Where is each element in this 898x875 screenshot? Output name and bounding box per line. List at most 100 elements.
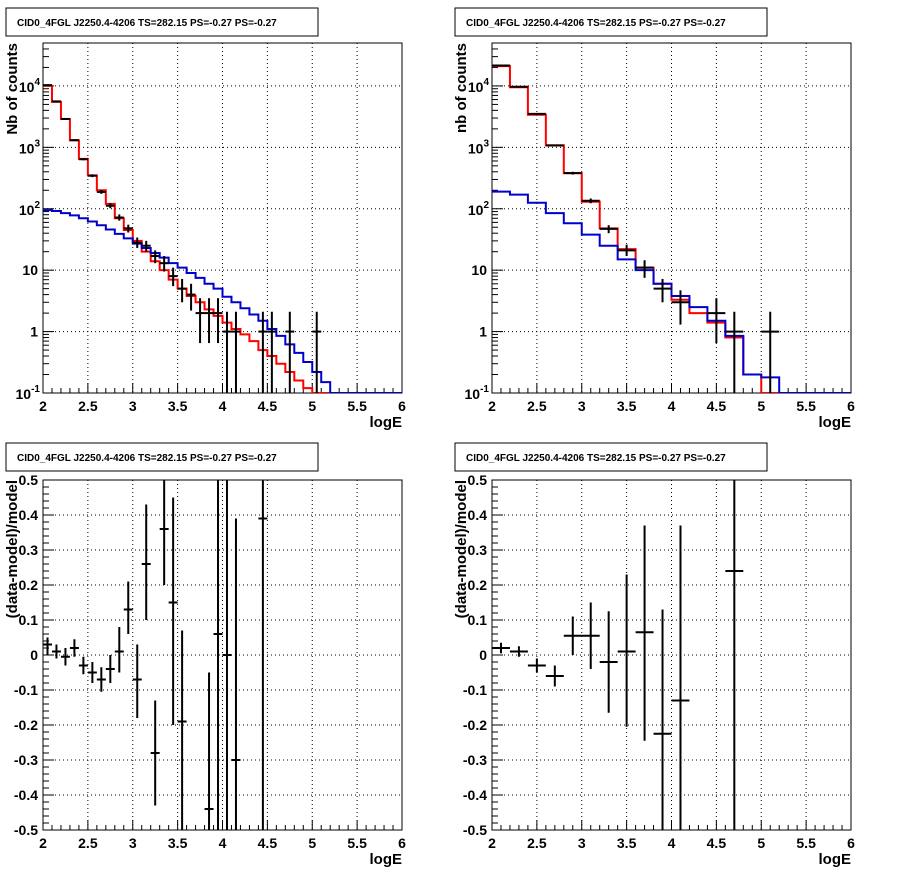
x-tick-label: 4: [219, 835, 227, 851]
x-tick-label: 4: [219, 398, 227, 414]
y-tick-label: 0.5: [19, 472, 39, 488]
y-tick-label: 0: [479, 647, 487, 663]
data-points: [43, 480, 268, 830]
ticks: [42, 42, 403, 394]
y-tick-label: 0: [30, 647, 38, 663]
title-box: [5, 442, 319, 472]
y-tick-label: 103: [468, 138, 490, 156]
chart-title: CID0_4FGL J2250.4-4206 TS=282.15 PS=-0.2…: [466, 18, 726, 29]
panel-counts-right: 2 2.5 3 3.5 4 4.5 5 5.5 6 10-1 1 10 102 103 104 logE nb …: [453, 7, 855, 431]
plot-content: [492, 64, 851, 393]
ticks: [491, 42, 852, 394]
y-tick-label: -0.4: [463, 787, 487, 803]
y-tick-label: 104: [19, 77, 41, 95]
y-tick-label: 10-1: [16, 384, 41, 402]
x-tick-label: 6: [398, 398, 406, 414]
chart-title: CID0_4FGL J2250.4-4206 TS=282.15 PS=-0.2…: [17, 18, 277, 29]
y-tick-label: 0.1: [19, 612, 39, 628]
y-axis-title: nb of counts: [453, 43, 470, 133]
x-axis-title: logE: [370, 851, 403, 868]
y-tick-label: 0.2: [19, 577, 39, 593]
y-tick-label: -0.3: [463, 752, 487, 768]
x-tick-label: 5.5: [347, 398, 367, 414]
y-tick-label: 0.1: [468, 612, 488, 628]
data-points: [492, 480, 744, 830]
x-tick-label: 2.5: [78, 835, 98, 851]
grid: [43, 43, 402, 393]
x-tick-label: 4.5: [707, 398, 727, 414]
y-tick-label: 0.3: [19, 542, 39, 558]
title-box: [454, 442, 768, 472]
y-tick-label: -0.4: [14, 787, 38, 803]
x-tick-label: 4: [668, 398, 676, 414]
y-tick-label: -0.2: [14, 717, 38, 733]
x-tick-label: 4: [668, 835, 676, 851]
ticks: [42, 479, 403, 831]
y-tick-label: -0.5: [463, 822, 487, 838]
x-tick-label: 4.5: [258, 398, 278, 414]
y-tick-label: -0.1: [463, 682, 487, 698]
x-tick-label: 2.5: [78, 398, 98, 414]
plot-content: [43, 84, 402, 393]
x-tick-label: 2.5: [527, 835, 547, 851]
y-tick-label: 0.5: [468, 472, 488, 488]
panel-residuals-left: 2 2.5 3 3.5 4 4.5 5 5.5 6 -0.5 -0.4 -0.3 -0.2 -0.1 0 0.…: [4, 442, 406, 868]
x-tick-label: 2: [488, 398, 496, 414]
series-line-total-model: [43, 84, 402, 393]
x-tick-label: 6: [398, 835, 406, 851]
x-tick-label: 3: [578, 835, 586, 851]
panel-residuals-right: 2 2.5 3 3.5 4 4.5 5 5.5 6 -0.5 -0.4 -0.3 -0.2 -0.1 0 0.…: [453, 442, 855, 868]
x-tick-label: 3.5: [168, 835, 188, 851]
x-tick-label: 2.5: [527, 398, 547, 414]
title-box: [454, 7, 768, 37]
x-tick-label: 5.5: [347, 835, 367, 851]
x-tick-label: 5: [757, 398, 765, 414]
x-tick-label: 5.5: [796, 398, 816, 414]
chart-title: CID0_4FGL J2250.4-4206 TS=282.15 PS=-0.2…: [17, 453, 277, 464]
x-tick-label: 3: [578, 398, 586, 414]
x-tick-label: 6: [847, 398, 855, 414]
data-points: [492, 64, 780, 393]
x-tick-label: 3.5: [617, 398, 637, 414]
x-axis-title: logE: [370, 414, 403, 431]
x-axis-title: logE: [819, 414, 852, 431]
y-tick-label: -0.5: [14, 822, 38, 838]
y-axis-title: (data-model)/model: [453, 480, 470, 618]
x-tick-label: 3.5: [617, 835, 637, 851]
x-tick-label: 4.5: [258, 835, 278, 851]
y-tick-label: 0.2: [468, 577, 488, 593]
x-tick-label: 2: [39, 398, 47, 414]
y-axis-title: (data-model)/model: [4, 480, 21, 618]
y-tick-label: -0.2: [463, 717, 487, 733]
y-tick-label: 10-1: [465, 384, 490, 402]
panel-counts-left: 2 2.5 3 3.5 4 4.5 5 5.5 6 10-1 1 10 102 103 104 logE Nb …: [4, 7, 406, 431]
y-tick-label: 10: [471, 262, 487, 278]
y-tick-label: 0.3: [468, 542, 488, 558]
x-tick-label: 5.5: [796, 835, 816, 851]
x-tick-label: 4.5: [707, 835, 727, 851]
y-tick-label: 1: [479, 324, 487, 340]
series-line-component-model: [43, 209, 402, 393]
x-tick-label: 3: [129, 835, 137, 851]
data-points: [43, 84, 322, 393]
x-tick-label: 2: [488, 835, 496, 851]
plot-content: [43, 480, 268, 830]
grid: [492, 43, 851, 393]
grid: [492, 480, 851, 830]
y-axis-title: Nb of counts: [4, 43, 21, 135]
y-tick-label: 104: [468, 77, 490, 95]
y-tick-label: 102: [468, 200, 490, 218]
y-tick-label: -0.3: [14, 752, 38, 768]
y-tick-label: 0.4: [468, 507, 488, 523]
x-tick-label: 6: [847, 835, 855, 851]
x-tick-label: 5: [308, 398, 316, 414]
y-tick-label: 103: [19, 138, 41, 156]
series-line-component-model: [492, 190, 851, 393]
x-tick-label: 3.5: [168, 398, 188, 414]
x-axis-title: logE: [819, 851, 852, 868]
y-tick-label: 0.4: [19, 507, 39, 523]
x-tick-label: 3: [129, 398, 137, 414]
y-tick-label: 102: [19, 200, 41, 218]
